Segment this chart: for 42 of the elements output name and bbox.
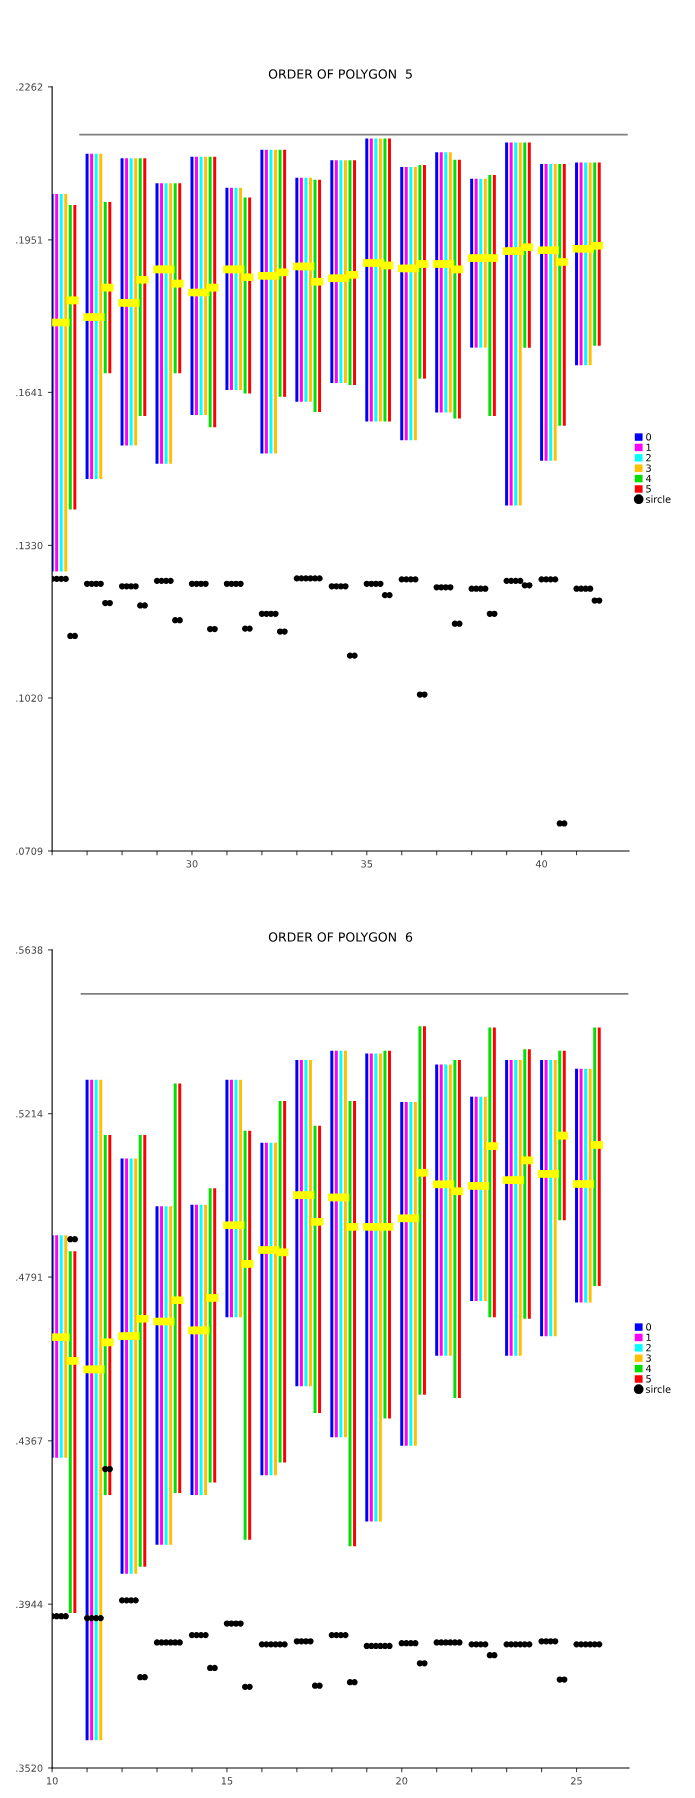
legend-label: 3 bbox=[646, 464, 651, 472]
bar bbox=[108, 1134, 112, 1495]
y-tick-label: .0709 bbox=[16, 847, 43, 855]
legend-label: 2 bbox=[646, 1344, 651, 1352]
legend-label: 4 bbox=[645, 474, 652, 482]
y-tick-label: .1330 bbox=[16, 541, 43, 550]
y-tick-label: .4791 bbox=[16, 1273, 43, 1281]
chart-title: ORDER OF POLYGON 5 bbox=[268, 69, 412, 79]
y-tick-label: .2262 bbox=[16, 83, 43, 91]
x-tick-label: 30 bbox=[186, 860, 198, 868]
bar bbox=[108, 201, 112, 374]
y-tick-label: .4367 bbox=[16, 1437, 43, 1445]
x-tick-label: 40 bbox=[535, 860, 548, 868]
y-tick-label: .5638 bbox=[16, 946, 43, 954]
bar bbox=[143, 1134, 147, 1567]
bar bbox=[73, 1251, 77, 1614]
legend-label: 4 bbox=[645, 1364, 652, 1372]
legend-label: 0 bbox=[646, 1323, 652, 1331]
legend-label: 5 bbox=[646, 1375, 651, 1383]
y-tick-label: .1020 bbox=[16, 694, 43, 702]
legend-label: 1 bbox=[646, 1333, 651, 1341]
legend-label: 2 bbox=[646, 454, 651, 462]
y-tick-label: .5214 bbox=[16, 1110, 43, 1118]
x-tick-label: 20 bbox=[396, 1777, 408, 1785]
y-tick-label: .3520 bbox=[16, 1764, 43, 1772]
bar bbox=[178, 1083, 182, 1493]
x-tick-label: 25 bbox=[571, 1777, 582, 1785]
legend-label: 1 bbox=[646, 443, 651, 451]
x-tick-label: 10 bbox=[47, 1777, 58, 1785]
y-tick-label: .1641 bbox=[16, 388, 43, 397]
y-tick-label: .1951 bbox=[16, 236, 43, 244]
x-tick-label: 15 bbox=[221, 1777, 233, 1785]
legend-label: sircle bbox=[646, 495, 671, 503]
chart-title: ORDER OF POLYGON 6 bbox=[268, 932, 413, 942]
bar bbox=[143, 158, 147, 417]
legend-label: sircle bbox=[646, 1385, 671, 1393]
legend-label: 0 bbox=[646, 433, 652, 441]
bar bbox=[178, 183, 182, 374]
legend-label: 5 bbox=[646, 485, 651, 493]
x-tick-label: 35 bbox=[361, 860, 373, 868]
y-tick-label: .3944 bbox=[16, 1600, 43, 1609]
legend-label: 3 bbox=[646, 1354, 651, 1362]
